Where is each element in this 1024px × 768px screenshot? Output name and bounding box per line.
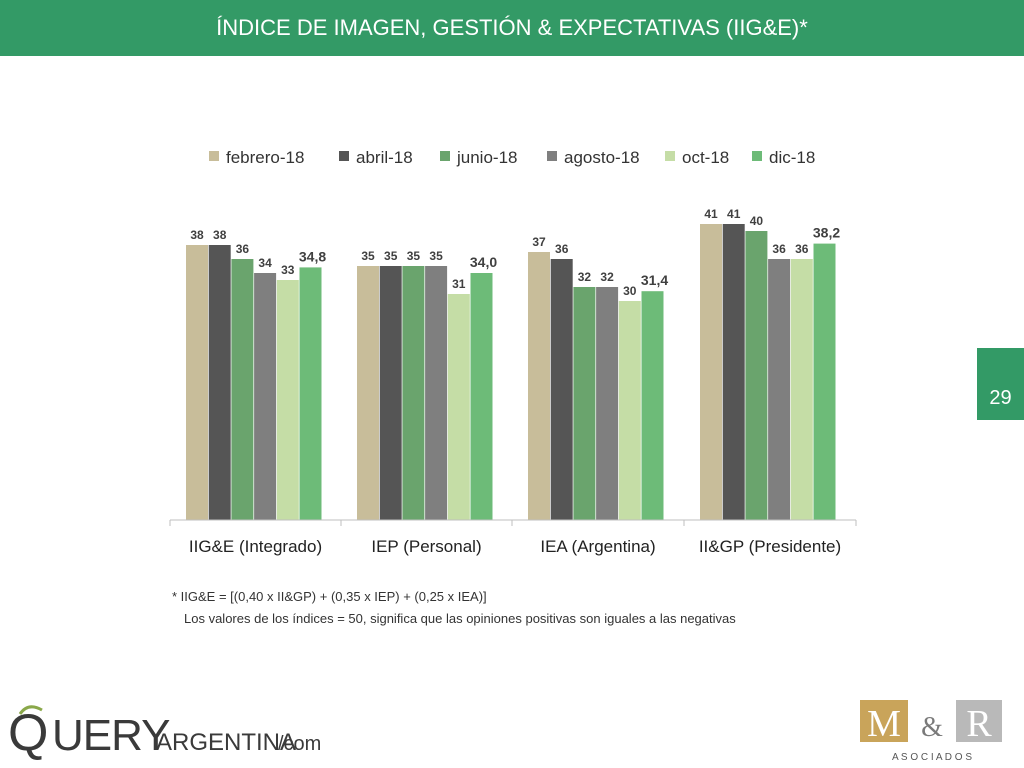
logo-uery-text: UERY: [52, 711, 170, 760]
legend-label-febrero-18: febrero-18: [226, 148, 304, 167]
mr-asociados-logo: M & R A S O C I A D O S: [860, 700, 1002, 763]
data-label-febrero-18-2: 37: [532, 235, 546, 249]
bar-abril-18-2: [550, 259, 573, 520]
category-label-3: II&GP (Presidente): [699, 537, 841, 556]
bar-oct-18-0: [276, 280, 299, 520]
bar-dic-18-0: [299, 267, 322, 520]
logo-m-letter: M: [867, 703, 901, 745]
legend-swatch-junio-18: [440, 151, 450, 161]
bar-junio-18-1: [402, 266, 425, 520]
bar-agosto-18-3: [768, 259, 791, 520]
bar-dic-18-3: [813, 243, 836, 520]
logo-com-text: /com: [278, 733, 321, 755]
legend-swatch-abril-18: [339, 151, 349, 161]
bar-oct-18-2: [618, 301, 641, 520]
query-argentina-logo: Q UERY ARGENTINA /com: [8, 704, 321, 760]
data-label-abril-18-3: 41: [727, 207, 741, 221]
data-label-dic-18-1: 34,0: [470, 254, 497, 270]
logo-argentina-text: ARGENTINA: [156, 729, 296, 756]
data-label-dic-18-2: 31,4: [641, 272, 668, 288]
data-label-agosto-18-3: 36: [772, 242, 786, 256]
data-label-oct-18-0: 33: [281, 263, 295, 277]
formula-footnote: * IIG&E = [(0,40 x II&GP) + (0,35 x IEP)…: [172, 589, 487, 604]
bar-agosto-18-2: [596, 287, 619, 520]
legend-label-oct-18: oct-18: [682, 148, 729, 167]
legend-label-dic-18: dic-18: [769, 148, 815, 167]
bar-junio-18-3: [745, 231, 768, 520]
bar-febrero-18-0: [186, 245, 208, 520]
bar-oct-18-3: [790, 259, 813, 520]
data-label-junio-18-1: 35: [407, 249, 421, 263]
bar-junio-18-0: [231, 259, 254, 520]
legend-swatch-agosto-18: [547, 151, 557, 161]
bar-dic-18-1: [470, 273, 493, 520]
logo-r-letter: R: [966, 703, 992, 745]
bar-agosto-18-1: [425, 266, 448, 520]
page-title: ÍNDICE DE IMAGEN, GESTIÓN & EXPECTATIVAS…: [216, 15, 808, 40]
category-label-2: IEA (Argentina): [540, 537, 655, 556]
data-label-abril-18-0: 38: [213, 228, 227, 242]
legend-swatch-oct-18: [665, 151, 675, 161]
page-number-tab: 29: [977, 348, 1024, 420]
bar-junio-18-2: [573, 287, 596, 520]
page-number: 29: [989, 387, 1012, 409]
logo-q-letter: Q: [8, 704, 48, 760]
legend-swatch-febrero-18: [209, 151, 219, 161]
bar-febrero-18-3: [700, 224, 722, 520]
bar-dic-18-2: [641, 291, 664, 520]
legend-swatch-dic-18: [752, 151, 762, 161]
data-label-febrero-18-0: 38: [190, 228, 204, 242]
data-label-junio-18-3: 40: [750, 214, 764, 228]
bar-oct-18-1: [447, 294, 470, 520]
data-label-abril-18-1: 35: [384, 249, 398, 263]
logo-amp: &: [921, 712, 943, 743]
legend-label-abril-18: abril-18: [356, 148, 413, 167]
bar-abril-18-1: [379, 266, 402, 520]
logo-r-block: [956, 700, 1002, 742]
data-label-oct-18-3: 36: [795, 242, 809, 256]
bar-febrero-18-1: [357, 266, 379, 520]
logo-leaf-icon: [18, 705, 43, 715]
data-label-dic-18-3: 38,2: [813, 225, 840, 241]
index-note: Los valores de los índices = 50, signifi…: [184, 611, 736, 626]
logo-m-block: [860, 700, 908, 742]
data-label-oct-18-1: 31: [452, 277, 466, 291]
category-label-1: IEP (Personal): [371, 537, 481, 556]
bar-abril-18-0: [208, 245, 231, 520]
data-label-agosto-18-0: 34: [258, 256, 272, 270]
data-label-dic-18-0: 34,8: [299, 248, 326, 264]
bar-agosto-18-0: [254, 273, 277, 520]
category-label-0: IIG&E (Integrado): [189, 537, 322, 556]
data-label-febrero-18-3: 41: [704, 207, 718, 221]
bar-abril-18-3: [722, 224, 745, 520]
data-label-abril-18-2: 36: [555, 242, 569, 256]
data-label-agosto-18-2: 32: [600, 270, 614, 284]
logo-asociados-text: A S O C I A D O S: [892, 752, 972, 763]
legend-label-agosto-18: agosto-18: [564, 148, 640, 167]
header-bar: ÍNDICE DE IMAGEN, GESTIÓN & EXPECTATIVAS…: [0, 0, 1024, 56]
legend-label-junio-18: junio-18: [456, 148, 518, 167]
data-label-agosto-18-1: 35: [429, 249, 443, 263]
data-label-junio-18-0: 36: [236, 242, 250, 256]
data-label-febrero-18-1: 35: [361, 249, 375, 263]
data-label-junio-18-2: 32: [578, 270, 592, 284]
data-label-oct-18-2: 30: [623, 284, 637, 298]
bar-febrero-18-2: [528, 252, 550, 520]
